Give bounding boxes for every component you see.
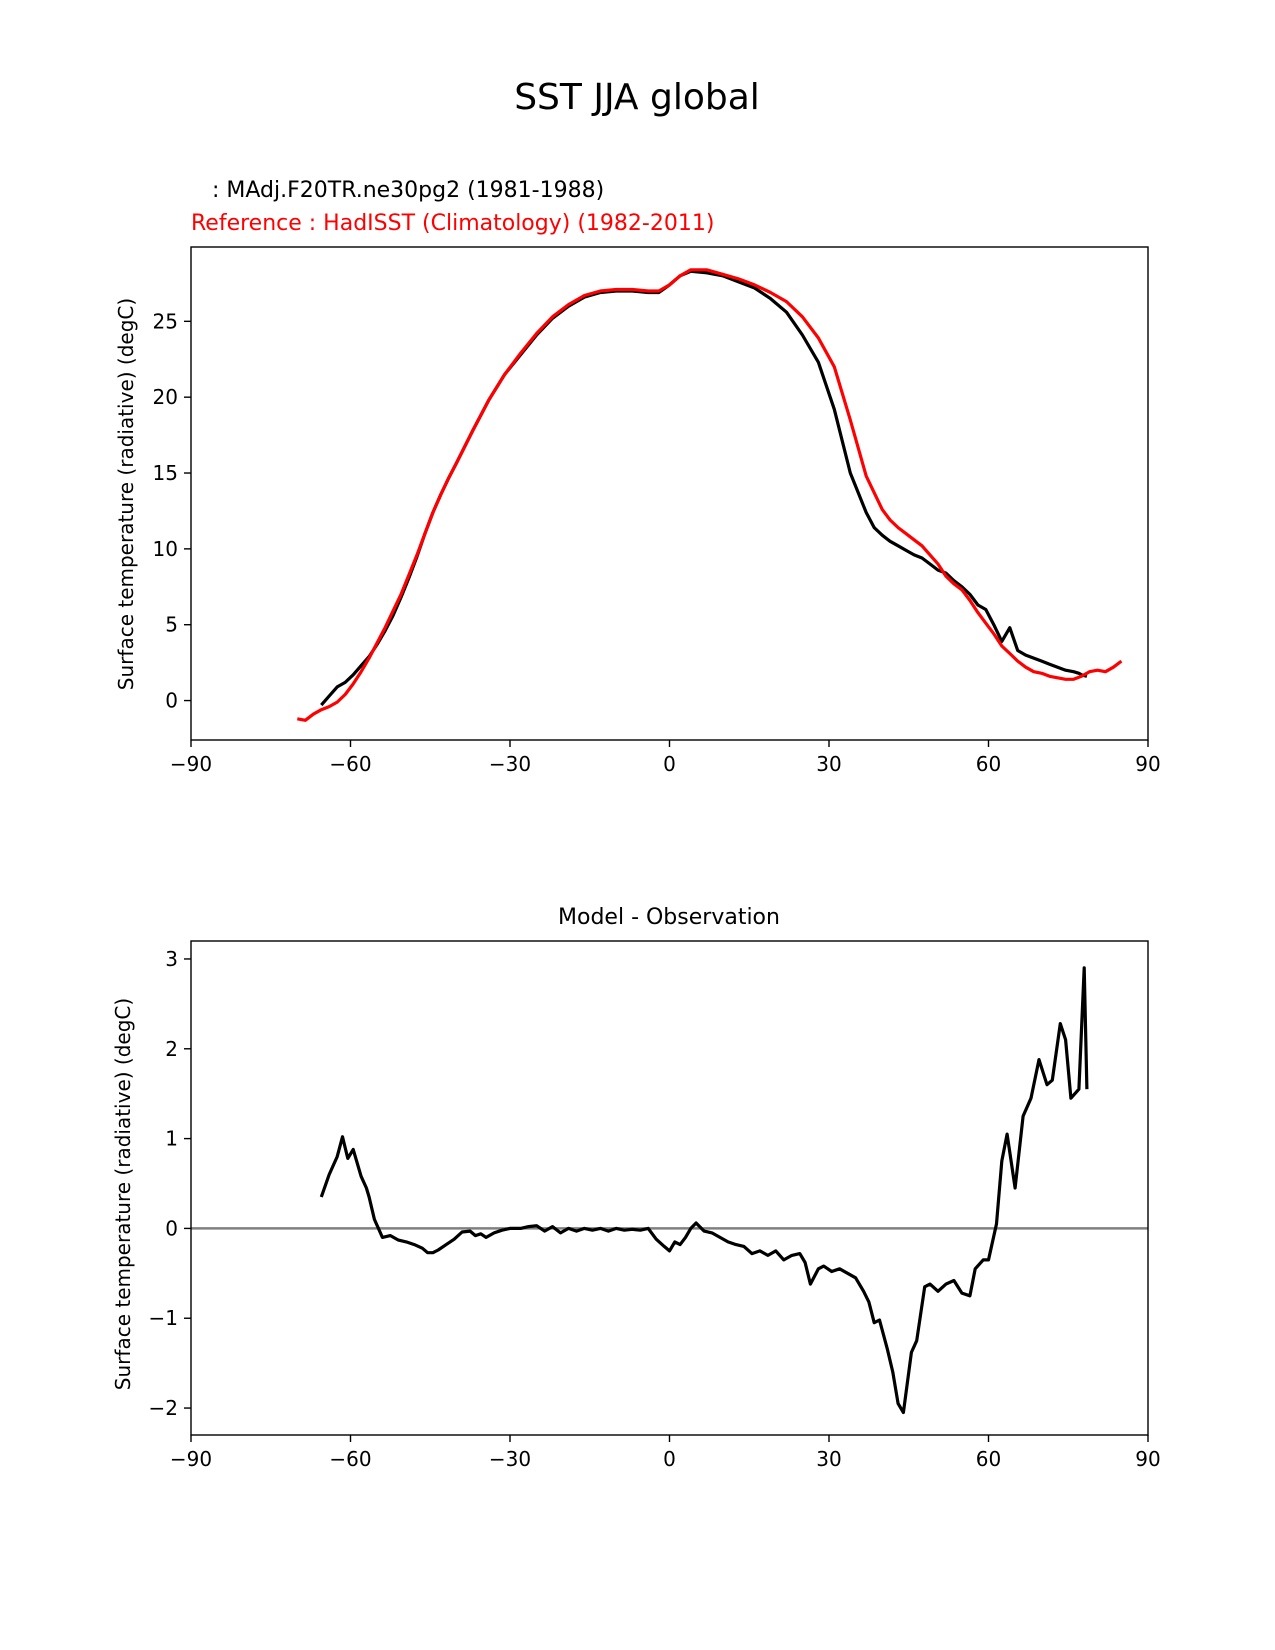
top-chart-model-title: : MAdj.F20TR.ne30pg2 (1981-1988) (205, 178, 604, 203)
bottom-chart-series-group (191, 966, 1148, 1415)
bottom-chart-x-tick-label: 60 (976, 1447, 1001, 1471)
top-chart-x-tick-label: −90 (170, 752, 212, 776)
top-chart-y-tick-label: 0 (165, 689, 178, 713)
bottom-chart-x-tick-label: 0 (663, 1447, 676, 1471)
top-chart-x-tick-label: 60 (976, 752, 1001, 776)
top-chart-y-tick-label: 5 (165, 613, 178, 637)
bottom-chart-series-model-observation-line (319, 966, 1089, 1415)
bottom-chart-title: Model - Observation (558, 905, 780, 930)
top-chart-x-tick-label: 90 (1135, 752, 1160, 776)
top-chart-y-tick-label: 10 (153, 537, 178, 561)
bottom-chart-x-tick-label: 30 (816, 1447, 841, 1471)
bottom-chart-y-tick-label: 1 (165, 1127, 178, 1151)
figure-title: SST JJA global (514, 77, 760, 118)
top-chart-series-reference-line (297, 268, 1123, 722)
bottom-chart-x-tick-label: −90 (170, 1447, 212, 1471)
bottom-chart-y-tick-label: −2 (149, 1396, 178, 1420)
top-chart-y-axis-label: Surface temperature (radiative) (degC) (114, 298, 138, 690)
top-chart-y-tick-label: 25 (153, 309, 178, 333)
bottom-chart-x-tick-label: −30 (489, 1447, 531, 1471)
bottom-chart-x-tick-label: −60 (329, 1447, 371, 1471)
top-chart-x-tick-label: −60 (329, 752, 371, 776)
top-chart: : MAdj.F20TR.ne30pg2 (1981-1988) Referen… (114, 178, 1161, 776)
top-chart-y-tick-label: 20 (153, 385, 178, 409)
top-chart-reference-title: Reference : HadISST (Climatology) (1982-… (191, 211, 714, 236)
top-chart-x-tick-label: 0 (663, 752, 676, 776)
bottom-chart-y-tick-label: 2 (165, 1037, 178, 1061)
top-chart-series-group (297, 268, 1123, 722)
bottom-chart-y-axis-label: Surface temperature (radiative) (degC) (111, 998, 135, 1390)
top-chart-x-tick-label: 30 (816, 752, 841, 776)
bottom-chart-y-tick-label: 0 (165, 1216, 178, 1240)
bottom-chart-y-tick-label: −1 (149, 1306, 178, 1330)
bottom-chart-y-tick-label: 3 (165, 947, 178, 971)
top-chart-axes: −90 −60 −30 0 30 60 90 0 5 10 15 20 25 (153, 246, 1161, 776)
bottom-chart-x-tick-label: 90 (1135, 1447, 1160, 1471)
bottom-chart-plot-area (191, 966, 1148, 1415)
bottom-chart-axes: −90 −60 −30 0 30 60 90 −2 −1 0 1 2 3 (149, 940, 1161, 1471)
top-chart-plot-area (297, 268, 1123, 722)
top-chart-y-tick-label: 15 (153, 461, 178, 485)
top-chart-x-tick-label: −30 (489, 752, 531, 776)
bottom-chart: Model - Observation Surface temperature … (111, 905, 1161, 1471)
